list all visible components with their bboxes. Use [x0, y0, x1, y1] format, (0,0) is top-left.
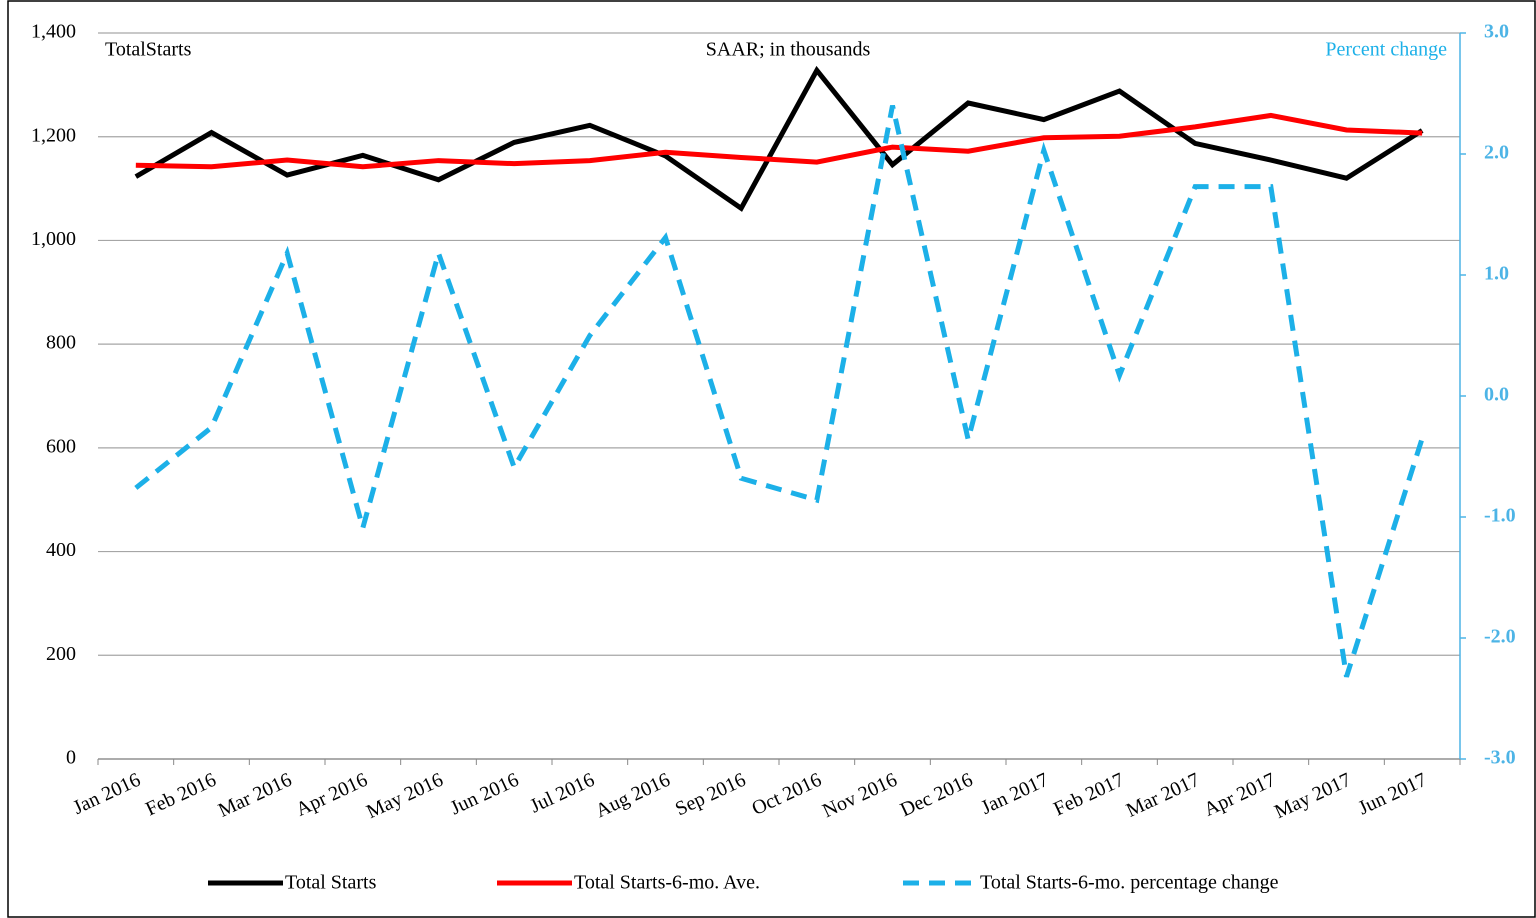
y2-tick-label: 0.0: [1484, 384, 1509, 406]
legend-label: Total Starts-6-mo. Ave.: [574, 872, 760, 894]
series-line: [134, 65, 1424, 212]
y2-tick-label: -2.0: [1484, 626, 1516, 648]
series-line: [135, 112, 1423, 170]
y2-tick-label: 3.0: [1484, 21, 1509, 43]
y2-tick-label: -3.0: [1484, 747, 1516, 769]
y2-tick-label: 1.0: [1484, 263, 1509, 285]
legend-label: Total Starts-6-mo. percentage change: [980, 872, 1279, 894]
annotation: TotalStarts: [105, 39, 192, 61]
y-tick-label: 200: [46, 643, 76, 665]
chart-frame: [7, 0, 1536, 918]
y-tick-label: 0: [66, 747, 76, 769]
y-tick-label: 600: [46, 435, 76, 457]
y-tick-label: 800: [46, 332, 76, 354]
y-tick-label: 1,000: [31, 228, 76, 250]
y-tick-label: 1,200: [31, 124, 76, 146]
y2-tick-label: -1.0: [1484, 505, 1516, 527]
y2-tick-label: 2.0: [1484, 142, 1509, 164]
y-tick-label: 400: [46, 539, 76, 561]
annotation: SAAR; in thousands: [706, 39, 871, 61]
series-line: [134, 105, 1425, 678]
y-tick-label: 1,400: [31, 21, 76, 43]
legend-label: Total Starts: [285, 872, 377, 894]
annotation: Percent change: [1325, 39, 1447, 61]
